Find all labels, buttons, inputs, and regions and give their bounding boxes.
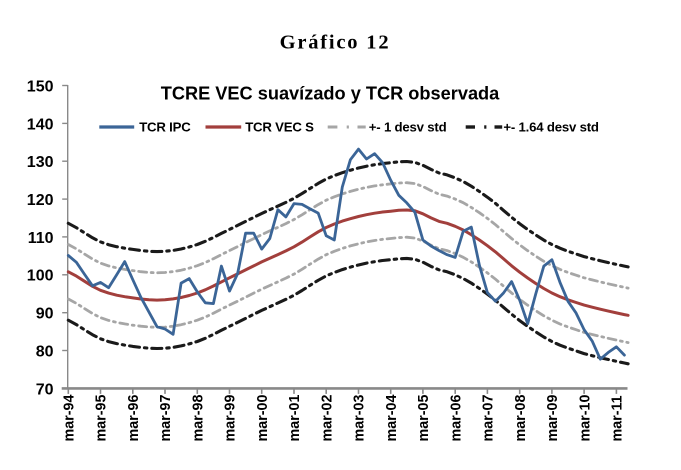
- svg-text:mar-06: mar-06: [448, 395, 464, 442]
- svg-text:mar-04: mar-04: [384, 395, 400, 442]
- svg-text:+- 1.64 desv std: +- 1.64 desv std: [503, 119, 599, 134]
- svg-text:mar-08: mar-08: [513, 395, 529, 442]
- svg-text:150: 150: [27, 78, 54, 95]
- svg-text:mar-02: mar-02: [319, 395, 335, 442]
- svg-text:TCR VEC S: TCR VEC S: [245, 119, 314, 134]
- svg-text:mar-05: mar-05: [416, 395, 432, 442]
- svg-text:mar-98: mar-98: [191, 395, 207, 442]
- svg-text:Gráfico 12: Gráfico 12: [280, 31, 391, 53]
- svg-text:mar-10: mar-10: [577, 395, 593, 442]
- svg-text:80: 80: [36, 343, 54, 360]
- svg-text:+- 1 desv std: +- 1 desv std: [369, 119, 447, 134]
- svg-text:mar-07: mar-07: [481, 395, 497, 442]
- svg-text:mar-95: mar-95: [94, 395, 110, 442]
- svg-text:110: 110: [28, 230, 54, 247]
- svg-text:mar-96: mar-96: [126, 395, 142, 442]
- svg-text:mar-94: mar-94: [62, 395, 78, 442]
- svg-text:90: 90: [36, 306, 54, 323]
- svg-text:TCRE VEC suavízado y TCR obser: TCRE VEC suavízado y TCR observada: [161, 83, 500, 103]
- svg-text:mar-99: mar-99: [223, 395, 239, 442]
- svg-text:100: 100: [27, 268, 54, 285]
- svg-text:140: 140: [27, 116, 54, 133]
- svg-text:mar-00: mar-00: [255, 395, 271, 442]
- svg-text:120: 120: [27, 192, 54, 209]
- svg-text:70: 70: [36, 381, 54, 398]
- svg-text:mar-09: mar-09: [545, 395, 561, 442]
- svg-text:mar-01: mar-01: [287, 395, 303, 442]
- svg-text:TCR IPC: TCR IPC: [139, 119, 191, 134]
- svg-text:mar-97: mar-97: [158, 395, 174, 442]
- svg-text:mar-03: mar-03: [352, 395, 368, 442]
- svg-text:mar-11: mar-11: [610, 395, 626, 441]
- svg-text:130: 130: [27, 154, 54, 171]
